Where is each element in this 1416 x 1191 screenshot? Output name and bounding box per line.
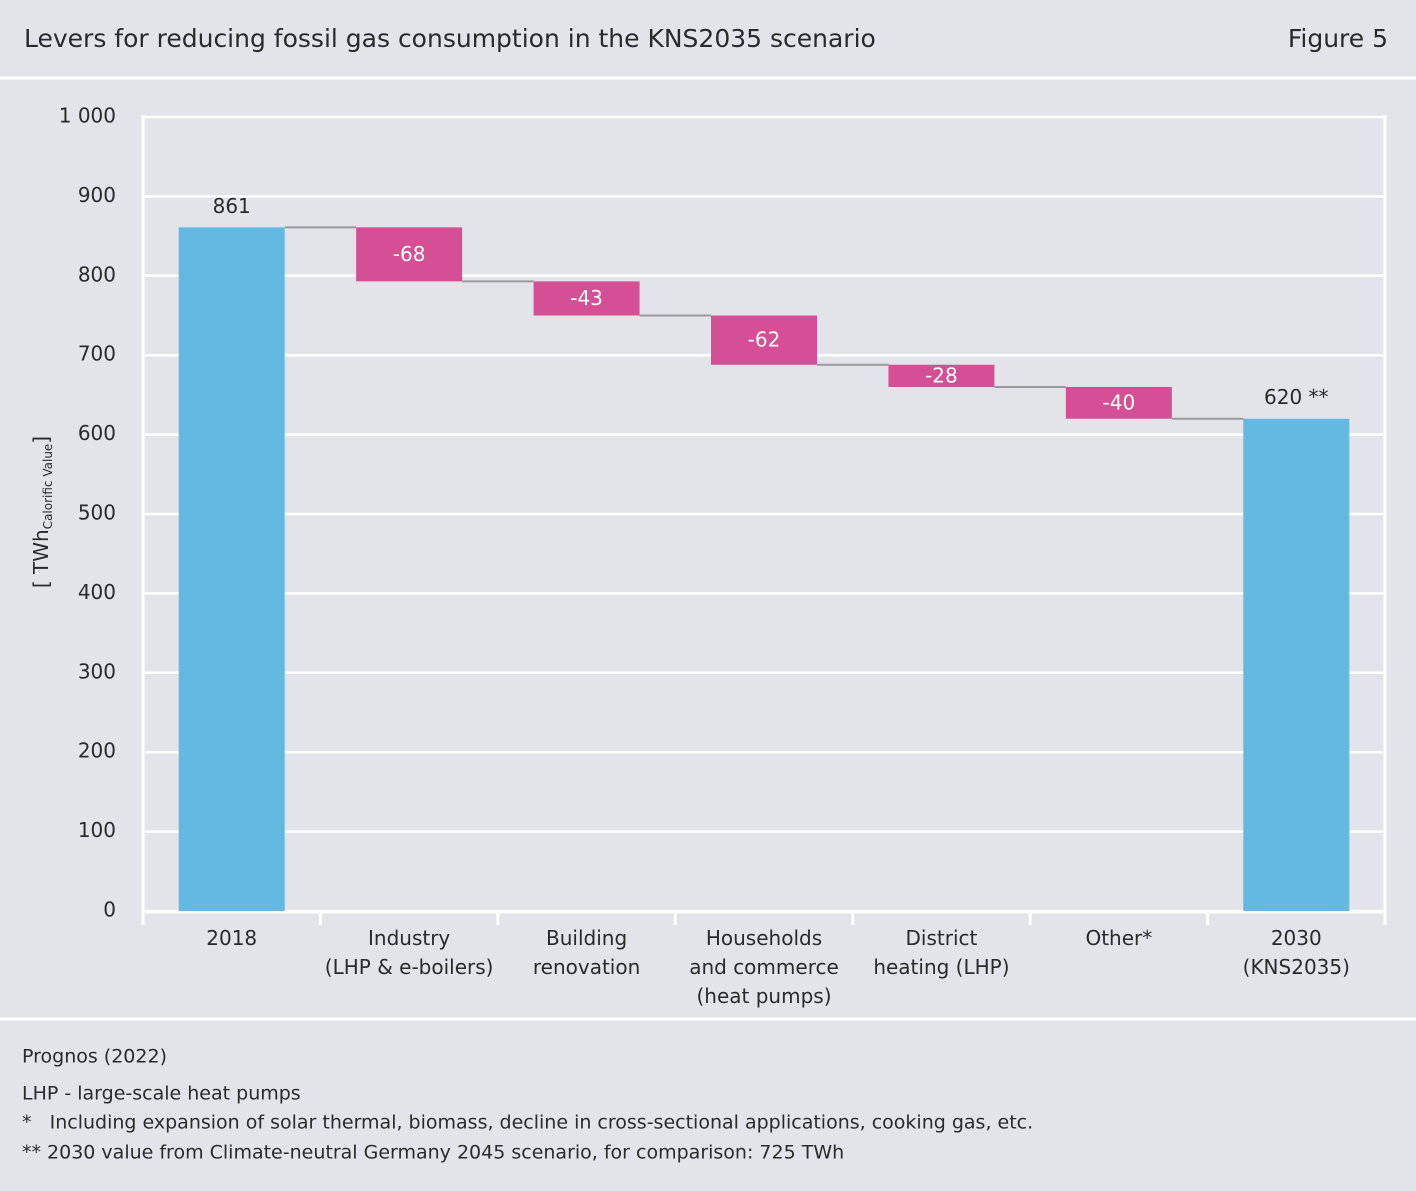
x-tick-label: Households and commerce (heat pumps) — [689, 926, 839, 1008]
x-tick-label-line: and commerce — [689, 955, 839, 979]
value-label: -40 — [1103, 390, 1136, 414]
bar — [178, 227, 285, 912]
footnote: Prognos (2022) — [22, 1046, 167, 1068]
x-tick-label-line: (heat pumps) — [696, 984, 831, 1008]
y-tick-label: 500 — [78, 501, 116, 525]
x-tick-label-line: (KNS2035) — [1243, 955, 1350, 979]
y-tick-label: 300 — [78, 659, 116, 683]
x-tick-label-line: Other* — [1085, 926, 1152, 950]
x-tick-label-line: Households — [706, 926, 822, 950]
y-tick-label: 100 — [78, 818, 116, 842]
y-tick-label: 800 — [78, 262, 116, 286]
x-tick-label-line: District — [906, 926, 978, 950]
x-tick-label-line: heating (LHP) — [873, 955, 1009, 979]
value-label: -68 — [393, 242, 426, 266]
footnote: * Including expansion of solar thermal, … — [22, 1112, 1033, 1134]
bar — [888, 364, 995, 387]
x-tick-label-line: Industry — [368, 926, 450, 950]
footnote: LHP - large-scale heat pumps — [22, 1083, 301, 1105]
x-tick-label-line: (LHP & e-boilers) — [325, 955, 494, 979]
x-tick-label: 2018 — [206, 926, 257, 950]
bar — [1065, 386, 1172, 419]
bar — [533, 281, 640, 316]
x-tick-label: Other* — [1085, 926, 1152, 950]
x-tick-label-line: renovation — [533, 955, 640, 979]
value-label: -43 — [570, 286, 603, 310]
y-axis-label: [ TWhCalorific Value] — [29, 436, 55, 588]
value-label: -28 — [925, 363, 958, 387]
y-tick-label: 400 — [78, 580, 116, 604]
y-tick-label: 1 000 — [59, 104, 116, 128]
value-label: 620 ** — [1264, 385, 1329, 409]
bar — [711, 315, 817, 365]
y-tick-label: 200 — [78, 739, 116, 763]
y-tick-label: 700 — [78, 342, 116, 366]
y-tick-label: 600 — [78, 421, 116, 445]
x-tick-label: Building renovation — [533, 926, 640, 979]
value-label: 861 — [213, 194, 251, 218]
x-tick-label-line: 2018 — [206, 926, 257, 950]
bar — [1243, 418, 1350, 911]
bar — [356, 227, 463, 282]
x-tick-label: Industry (LHP & e-boilers) — [325, 926, 494, 979]
x-tick-label-line: 2030 — [1271, 926, 1322, 950]
value-label: -62 — [748, 328, 781, 352]
x-tick-label-line: Building — [546, 926, 627, 950]
y-axis-label-end: ] — [29, 436, 53, 444]
y-axis-label-sub: Calorific Value — [41, 444, 55, 530]
y-tick-label: 900 — [78, 183, 116, 207]
y-tick-label: 0 — [103, 898, 116, 922]
chart-title: Levers for reducing fossil gas consumpti… — [24, 24, 876, 53]
x-tick-label: 2030 (KNS2035) — [1243, 926, 1350, 979]
footnote: ** 2030 value from Climate-neutral Germa… — [22, 1142, 844, 1164]
figure-label: Figure 5 — [1288, 24, 1388, 53]
y-axis-label-main: [ TWh — [29, 529, 53, 588]
x-tick-label: District heating (LHP) — [873, 926, 1009, 979]
